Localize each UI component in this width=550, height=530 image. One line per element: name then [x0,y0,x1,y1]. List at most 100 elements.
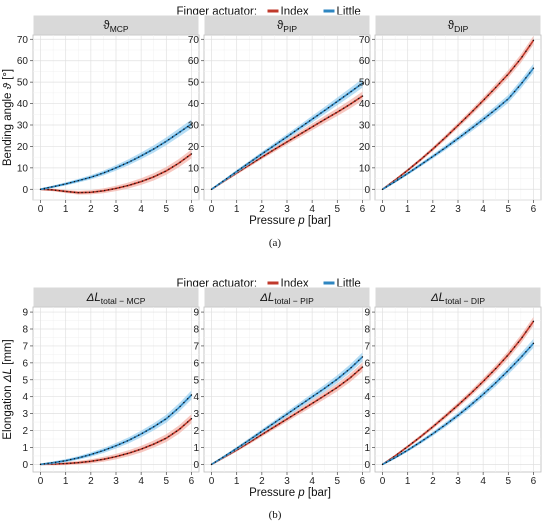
x-tick-label: 5 [164,204,170,215]
data-point [241,444,242,445]
data-point [290,139,291,140]
data-point [183,425,184,426]
data-point [442,139,443,140]
data-point [435,146,436,147]
data-point [499,364,500,365]
data-point [521,355,522,356]
data-point [506,371,507,372]
y-tick-label: 0 [193,185,199,196]
data-point [298,128,299,129]
x-tick-label: 2 [430,204,436,215]
data-point [66,183,67,184]
x-axis-title-prefix: Pressure [249,487,298,499]
x-tick-label: 2 [88,204,94,215]
data-point [47,187,48,188]
data-point [431,149,432,150]
x-tick-label: 2 [259,204,265,215]
data-point [157,424,158,425]
data-point [404,448,405,449]
data-point [328,107,329,108]
x-tick-label: 6 [531,204,537,215]
data-point [416,444,417,445]
data-point [518,87,519,88]
data-point [252,159,253,160]
data-point [514,346,515,347]
y-tick-label: 10 [188,163,200,174]
data-point [164,438,165,439]
data-point [191,153,192,154]
y-tick-label: 40 [188,99,200,110]
data-point [123,442,124,443]
data-point [495,368,496,369]
data-point [514,363,515,364]
data-point [401,177,402,178]
data-point [533,343,534,344]
data-point [457,125,458,126]
data-point [187,398,188,399]
data-point [476,399,477,400]
data-point [100,459,101,460]
data-point [127,440,128,441]
data-point [472,110,473,111]
data-point [149,150,150,151]
data-point [260,435,261,436]
x-tick-label: 6 [189,476,195,487]
data-point [499,378,500,379]
x-tick-label: 5 [335,476,341,487]
data-point [328,392,329,393]
data-point [283,139,284,140]
panel-title-sub: PIP [283,24,297,34]
data-point [176,431,177,432]
x-tick-label: 6 [360,476,366,487]
data-point [230,452,231,453]
data-point [187,156,188,157]
data-point [100,173,101,174]
data-point [389,460,390,461]
data-point [446,136,447,137]
data-point [78,457,79,458]
data-point [100,190,101,191]
x-tick-label: 4 [309,204,315,215]
y-tick-label: 20 [359,142,371,153]
x-axis-title: Pressure p [bar] [249,215,331,227]
data-point [420,164,421,165]
data-point [484,379,485,380]
y-tick-label: 20 [17,142,29,153]
data-point [510,351,511,352]
data-point [211,464,212,465]
data-point [446,414,447,415]
x-tick-label: 6 [531,476,537,487]
data-point [350,103,351,104]
x-tick-label: 5 [506,204,512,215]
data-point [487,95,488,96]
data-point [435,154,436,155]
x-tick-label: 1 [63,476,69,487]
data-point [435,424,436,425]
data-point [506,75,507,76]
data-point [62,463,63,464]
data-point [215,461,216,462]
data-point [93,460,94,461]
data-point [59,461,60,462]
data-point [115,456,116,457]
data-point [74,181,75,182]
x-tick-label: 4 [480,476,486,487]
data-point [332,114,333,115]
data-point [465,132,466,133]
data-point [525,51,526,52]
data-point [401,451,402,452]
data-point [78,462,79,463]
x-axis-title-unit: [bar] [305,215,331,227]
data-point [518,359,519,360]
data-point [191,394,192,395]
data-point [480,102,481,103]
data-point [112,188,113,189]
data-point [176,409,177,410]
data-point [226,178,227,179]
panel-title-main: ΔL [86,292,101,304]
data-point [404,174,405,175]
data-point [51,462,52,463]
data-point [301,126,302,127]
data-point [59,190,60,191]
